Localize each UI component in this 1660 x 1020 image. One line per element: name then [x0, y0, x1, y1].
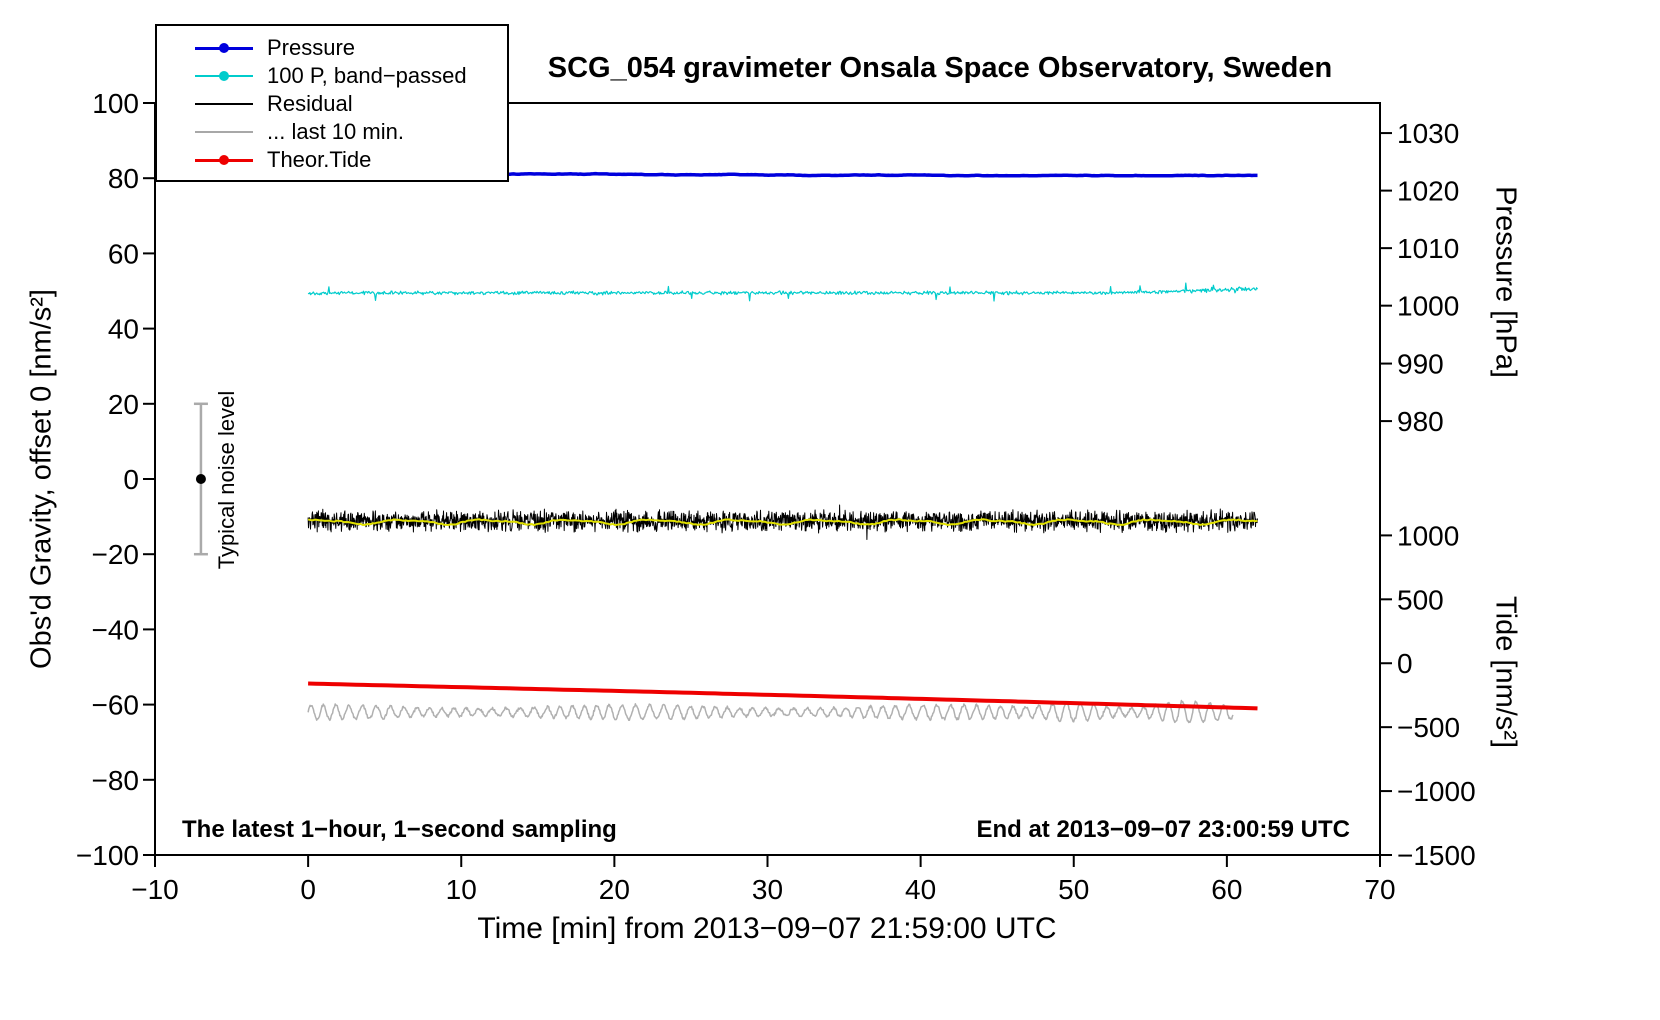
- legend-line-icon: [195, 102, 253, 106]
- tide-axis-title: Tide [nm/s²]: [1489, 595, 1522, 749]
- legend-dot-icon: [219, 71, 229, 81]
- pressure-tick-label: 1020: [1397, 176, 1459, 207]
- left-tick-label: 100: [92, 88, 139, 119]
- legend-label: Theor.Tide: [267, 147, 372, 172]
- legend: Pressure 100 P, band−passed Residual ... la…: [155, 24, 509, 182]
- left-tick-label: −20: [92, 539, 140, 570]
- left-tick-label: −60: [92, 690, 140, 721]
- bottom-tick-label: 30: [752, 874, 783, 905]
- left-tick-label: 0: [123, 464, 139, 495]
- x-axis-title: Time [min] from 2013−09−07 21:59:00 UTC: [477, 912, 1057, 945]
- legend-item: ... last 10 min.: [195, 118, 499, 146]
- left-tick-label: −40: [92, 614, 140, 645]
- tide-tick-label: −1500: [1397, 840, 1476, 871]
- bottom-tick-label: 0: [300, 874, 316, 905]
- bottom-tick-label: 50: [1058, 874, 1089, 905]
- legend-dot-icon: [219, 155, 229, 165]
- legend-label: 100 P, band−passed: [267, 63, 467, 88]
- legend-line-marker: [195, 102, 253, 106]
- end-time-annotation: End at 2013−09−07 23:00:59 UTC: [976, 816, 1350, 843]
- legend-dot-icon: [219, 43, 229, 53]
- pressure-tick-label: 1030: [1397, 118, 1459, 149]
- legend-item: 100 P, band−passed: [195, 62, 499, 90]
- left-tick-label: −80: [92, 765, 140, 796]
- legend-line-dot-marker: [195, 155, 253, 165]
- pressure-tick-label: 1010: [1397, 233, 1459, 264]
- bottom-tick-label: 20: [599, 874, 630, 905]
- bottom-tick-label: 10: [446, 874, 477, 905]
- tide-tick-label: −500: [1397, 712, 1460, 743]
- pressure-axis-title: Pressure [hPa]: [1489, 186, 1522, 378]
- sampling-annotation: The latest 1−hour, 1−second sampling: [182, 816, 617, 843]
- legend-label: Residual: [267, 91, 353, 116]
- legend-line-icon: [195, 130, 253, 134]
- noise-level-label: Typical noise level: [214, 390, 239, 570]
- legend-line-dot-marker: [195, 43, 253, 53]
- left-tick-label: 80: [108, 163, 139, 194]
- legend-label: Pressure: [267, 35, 356, 60]
- left-axis-title: Obs'd Gravity, offset 0 [nm/s²]: [25, 289, 58, 669]
- left-tick-label: 60: [108, 238, 139, 269]
- series-residual: [307, 504, 1258, 540]
- series-residual-last-10-min: [307, 699, 1234, 724]
- legend-line-dot-marker: [195, 71, 253, 81]
- series-bandpassed-pressure: [307, 282, 1259, 302]
- left-tick-label: −100: [76, 840, 139, 871]
- bottom-tick-label: 40: [905, 874, 936, 905]
- pressure-tick-label: 980: [1397, 406, 1444, 437]
- tide-tick-label: 1000: [1397, 520, 1459, 551]
- tide-tick-label: 500: [1397, 584, 1444, 615]
- series-residual-smoothed: [307, 518, 1258, 527]
- tide-tick-label: 0: [1397, 648, 1413, 679]
- tide-tick-label: −1000: [1397, 776, 1476, 807]
- noise-bar-dot: [195, 474, 206, 484]
- legend-line-marker: [195, 130, 253, 134]
- legend-item: Residual: [195, 90, 499, 118]
- legend-item: Pressure: [195, 34, 499, 62]
- bottom-tick-label: −10: [131, 874, 179, 905]
- pressure-tick-label: 990: [1397, 349, 1444, 380]
- pressure-tick-label: 1000: [1397, 291, 1459, 322]
- legend-label: ... last 10 min.: [267, 119, 404, 144]
- legend-item: Theor.Tide: [195, 146, 499, 174]
- bottom-tick-label: 60: [1211, 874, 1242, 905]
- series-theor-tide: [308, 681, 1258, 711]
- left-tick-label: 40: [108, 314, 139, 345]
- left-tick-label: 20: [108, 389, 139, 420]
- plot-frame: [154, 102, 1381, 856]
- bottom-tick-label: 70: [1364, 874, 1395, 905]
- chart-title: SCG_054 gravimeter Onsala Space Observat…: [547, 52, 1333, 84]
